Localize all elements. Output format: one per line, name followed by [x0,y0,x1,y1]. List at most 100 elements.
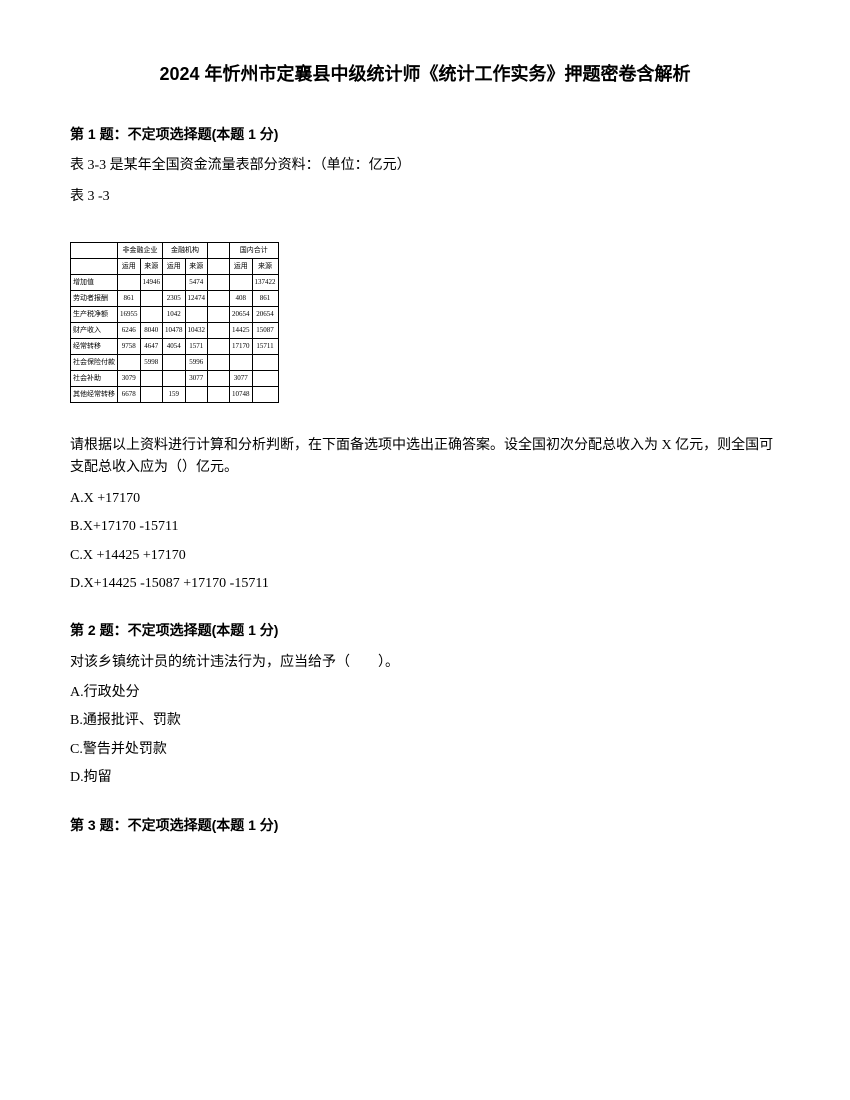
option: A.行政处分 [70,682,780,704]
data-table: 非金融企业 金融机构 国内合计 运用 来源 运用 来源 运用 来源 增加值 149… [70,242,279,403]
td [208,322,230,338]
td [208,386,230,402]
option: C.警告并处罚款 [70,739,780,761]
option: A.X +17170 [70,488,780,510]
option: D.X+14425 -15087 +17170 -15711 [70,573,780,595]
table-row: 社会保险付款 5998 5996 [71,354,279,370]
td: 其他经常转移 [71,386,118,402]
td [208,290,230,306]
td: 增加值 [71,274,118,290]
th [208,242,230,258]
td: 137422 [252,274,278,290]
td [208,354,230,370]
table-row: 社会补助3079 3077 3077 [71,370,279,386]
td: 3077 [185,370,208,386]
td [208,306,230,322]
td: 1042 [163,306,186,322]
td: 社会保险付款 [71,354,118,370]
th [71,242,118,258]
td: 14946 [140,274,163,290]
td [208,274,230,290]
q1-options: A.X +17170 B.X+17170 -15711 C.X +14425 +… [70,488,780,596]
td: 经常转移 [71,338,118,354]
td: 劳动者报酬 [71,290,118,306]
th: 国内合计 [230,242,279,258]
q1-header: 第 1 题：不定项选择题(本题 1 分) [70,123,780,145]
th: 来源 [185,258,208,274]
td: 408 [230,290,253,306]
q2-stem-text: 对该乡镇统计员的统计违法行为，应当给予（ ）。 [70,652,780,674]
td [140,386,163,402]
table-row: 财产收入6246804010478104321442515087 [71,322,279,338]
td [163,354,186,370]
td: 6678 [118,386,141,402]
td: 9758 [118,338,141,354]
td: 社会补助 [71,370,118,386]
td: 3077 [230,370,253,386]
table-row: 其他经常转移6678 159 10748 [71,386,279,402]
th: 非金融企业 [118,242,163,258]
q1-intro2: 表 3 -3 [70,186,780,208]
q3-header: 第 3 题：不定项选择题(本题 1 分) [70,814,780,836]
td: 16955 [118,306,141,322]
q2-body: 对该乡镇统计员的统计违法行为，应当给予（ ）。 [70,652,780,674]
td: 20654 [252,306,278,322]
td [118,274,141,290]
option: C.X +14425 +17170 [70,545,780,567]
table-row: 增加值 14946 5474 137422 [71,274,279,290]
q2-header: 第 2 题：不定项选择题(本题 1 分) [70,619,780,641]
td: 5474 [185,274,208,290]
td: 6246 [118,322,141,338]
table-row: 经常转移97584647405415711717015711 [71,338,279,354]
td: 4054 [163,338,186,354]
td: 2305 [163,290,186,306]
td [208,338,230,354]
table-row: 劳动者报酬861230512474408861 [71,290,279,306]
td: 17170 [230,338,253,354]
td: 5996 [185,354,208,370]
td [252,370,278,386]
q1-stem-text: 请根据以上资料进行计算和分析判断，在下面备选项中选出正确答案。设全国初次分配总收… [70,435,780,480]
table-row: 生产税净额1695510422065420654 [71,306,279,322]
td: 8040 [140,322,163,338]
td [140,370,163,386]
td [252,354,278,370]
td: 4647 [140,338,163,354]
td [163,274,186,290]
td: 10478 [163,322,186,338]
td [140,290,163,306]
td [185,386,208,402]
option: B.X+17170 -15711 [70,516,780,538]
td: 15711 [252,338,278,354]
td: 861 [118,290,141,306]
q1-stem: 请根据以上资料进行计算和分析判断，在下面备选项中选出正确答案。设全国初次分配总收… [70,435,780,480]
td [140,306,163,322]
td: 3079 [118,370,141,386]
th: 来源 [252,258,278,274]
td: 15087 [252,322,278,338]
th: 金融机构 [163,242,208,258]
td: 159 [163,386,186,402]
table-header-row1: 非金融企业 金融机构 国内合计 [71,242,279,258]
td: 10432 [185,322,208,338]
th: 运用 [118,258,141,274]
q1-intro1: 表 3-3 是某年全国资金流量表部分资料：（单位：亿元） [70,155,780,177]
q2-options: A.行政处分 B.通报批评、罚款 C.警告并处罚款 D.拘留 [70,682,780,790]
td [185,306,208,322]
th [71,258,118,274]
td: 10748 [230,386,253,402]
td [163,370,186,386]
td: 5998 [140,354,163,370]
option: D.拘留 [70,767,780,789]
th: 运用 [230,258,253,274]
td [208,370,230,386]
td: 12474 [185,290,208,306]
th: 运用 [163,258,186,274]
table-header-row2: 运用 来源 运用 来源 运用 来源 [71,258,279,274]
th: 来源 [140,258,163,274]
td [230,274,253,290]
page-title: 2024 年忻州市定襄县中级统计师《统计工作实务》押题密卷含解析 [70,60,780,89]
td: 861 [252,290,278,306]
q1-body: 表 3-3 是某年全国资金流量表部分资料：（单位：亿元） 表 3 -3 [70,155,780,208]
td [230,354,253,370]
